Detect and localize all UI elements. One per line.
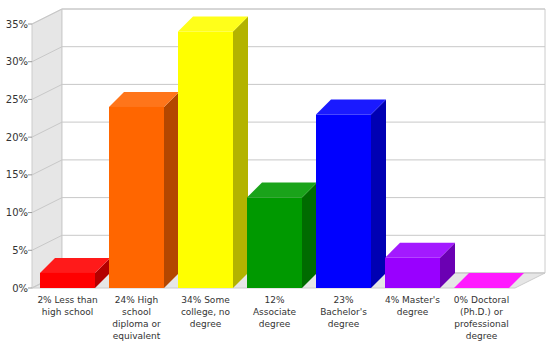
category-label: 12% Associate degree <box>253 295 297 329</box>
bar-front <box>247 197 302 288</box>
category-label: 2% Less than high school <box>37 295 97 317</box>
bar <box>454 273 524 288</box>
tick-mark <box>28 250 32 251</box>
bar-front <box>178 32 233 288</box>
grid-line <box>32 47 545 62</box>
category-label-line: professional <box>454 319 509 329</box>
category-label-line: Bachelor's <box>320 307 367 317</box>
tick-mark <box>28 288 32 289</box>
grid-line <box>32 9 545 24</box>
category-label-line: degree <box>190 319 222 329</box>
bar-top <box>247 183 317 198</box>
bar-top <box>385 243 455 258</box>
tick-label: 0% <box>12 283 28 294</box>
bar-top <box>454 273 524 288</box>
tick-label: 20% <box>6 132 28 143</box>
tick-mark <box>28 174 32 175</box>
bar-front <box>316 115 371 288</box>
category-label-line: 0% Doctoral <box>454 295 509 305</box>
tick-label: 10% <box>6 207 28 218</box>
category-label: 4% Master's degree <box>385 295 440 317</box>
bar <box>40 258 110 288</box>
bar <box>247 183 317 289</box>
bar-top <box>40 258 110 273</box>
left-wall <box>32 9 62 288</box>
category-label-line: 4% Master's <box>385 295 440 305</box>
bar-front <box>385 258 440 288</box>
category-label-line: degree <box>259 319 291 329</box>
bar-top <box>178 17 248 32</box>
category-label-line: degree <box>397 307 429 317</box>
bar-top <box>109 92 179 107</box>
category-label-line: 12% <box>264 295 284 305</box>
chart: 0% 5% 10% 15% 20% 25% 30% 35% 2% Less than high s… <box>0 0 550 350</box>
category-label-line: (Ph.D.) or <box>460 307 503 317</box>
category-label-line: 23% <box>333 295 353 305</box>
bar <box>316 100 386 289</box>
bar-side <box>371 100 386 289</box>
category-label-line: Associate <box>253 307 297 317</box>
bar-side <box>233 17 248 289</box>
grid-line <box>32 160 545 175</box>
bar-side <box>302 183 317 289</box>
tick-mark <box>28 24 32 25</box>
bar-top <box>316 100 386 115</box>
category-label-line: 2% Less than <box>37 295 97 305</box>
tick-label: 30% <box>6 56 28 67</box>
category-label-line: diploma or <box>112 319 161 329</box>
bar <box>178 17 248 289</box>
tick-mark <box>28 61 32 62</box>
tick-label: 5% <box>12 245 28 256</box>
category-label-line: degree <box>466 331 498 341</box>
category-label-line: college, no <box>181 307 231 317</box>
category-label: 24% High school diploma or equivalent <box>112 295 161 341</box>
grid-line <box>32 84 545 99</box>
category-label-line: school <box>122 307 151 317</box>
category-label-line: 24% High <box>115 295 159 305</box>
tick-label: 15% <box>6 169 28 180</box>
category-label: 34% Some college, no degree <box>181 295 231 329</box>
bars <box>40 17 524 289</box>
bar-front <box>109 107 164 288</box>
bar-front <box>40 273 95 288</box>
category-label: 0% Doctoral (Ph.D.) or professional degree <box>454 295 509 341</box>
tick-label: 25% <box>6 94 28 105</box>
category-label: 23% Bachelor's degree <box>320 295 367 329</box>
category-label-line: equivalent <box>113 331 161 341</box>
tick-label: 35% <box>6 19 28 30</box>
category-label-line: 34% Some <box>181 295 230 305</box>
grid-line <box>32 122 545 137</box>
bar-side <box>164 92 179 288</box>
bar <box>109 92 179 288</box>
tick-mark <box>28 137 32 138</box>
category-label-line: high school <box>42 307 93 317</box>
bar <box>385 243 455 288</box>
tick-mark <box>28 212 32 213</box>
category-label-line: degree <box>328 319 360 329</box>
tick-mark <box>28 99 32 100</box>
